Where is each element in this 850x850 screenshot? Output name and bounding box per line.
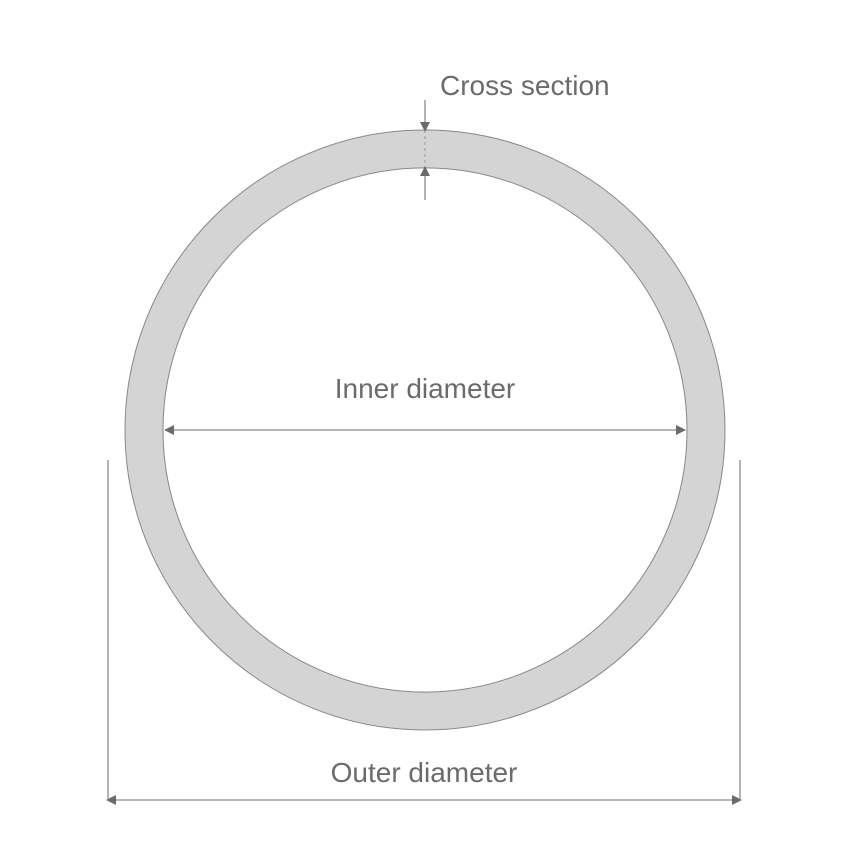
ring-diagram: Cross section Inner diameter Outer diame… (0, 0, 850, 850)
cross-section-label: Cross section (440, 70, 610, 101)
inner-diameter-label: Inner diameter (335, 373, 516, 404)
outer-diameter-label: Outer diameter (331, 757, 518, 788)
